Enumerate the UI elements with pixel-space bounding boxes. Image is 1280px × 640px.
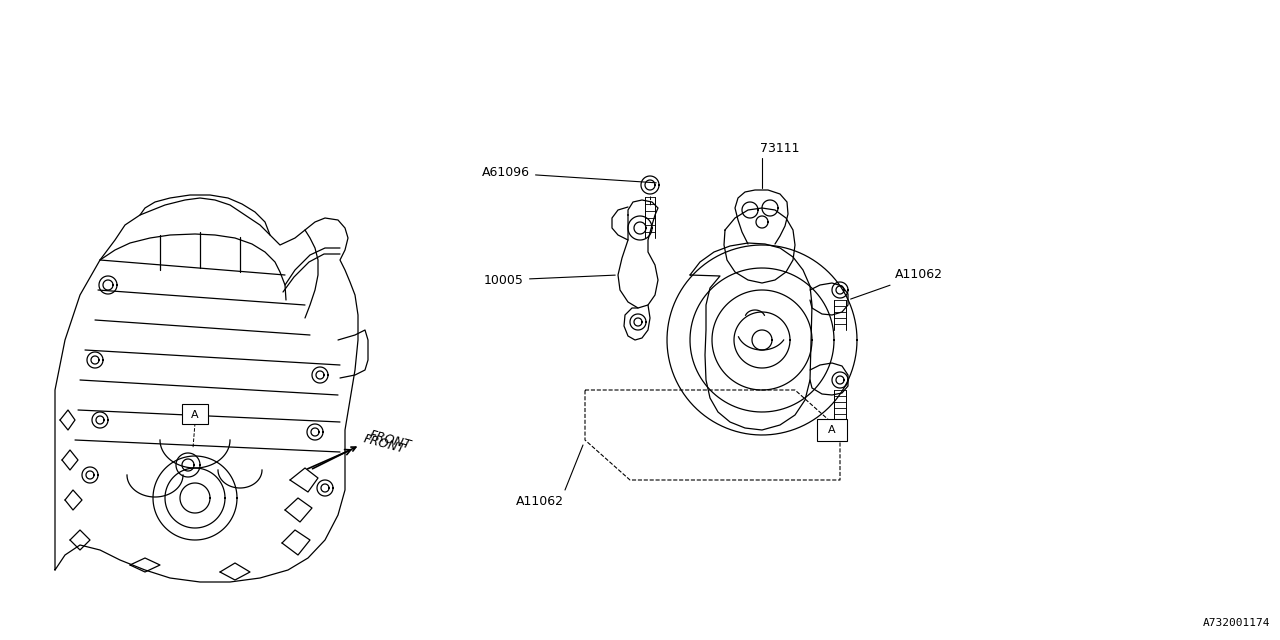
Text: A: A xyxy=(191,410,198,420)
Text: A: A xyxy=(191,410,198,420)
Text: FRONT: FRONT xyxy=(362,432,407,456)
Text: A732001174: A732001174 xyxy=(1202,618,1270,628)
Text: A11062: A11062 xyxy=(851,269,943,299)
Text: FRONT: FRONT xyxy=(369,428,412,452)
Text: A61096: A61096 xyxy=(483,166,657,183)
FancyBboxPatch shape xyxy=(182,404,207,424)
Text: A: A xyxy=(828,425,836,435)
Text: 10005: 10005 xyxy=(484,273,616,287)
FancyBboxPatch shape xyxy=(817,419,847,441)
Text: 73111: 73111 xyxy=(760,142,800,155)
Text: A11062: A11062 xyxy=(516,495,564,508)
